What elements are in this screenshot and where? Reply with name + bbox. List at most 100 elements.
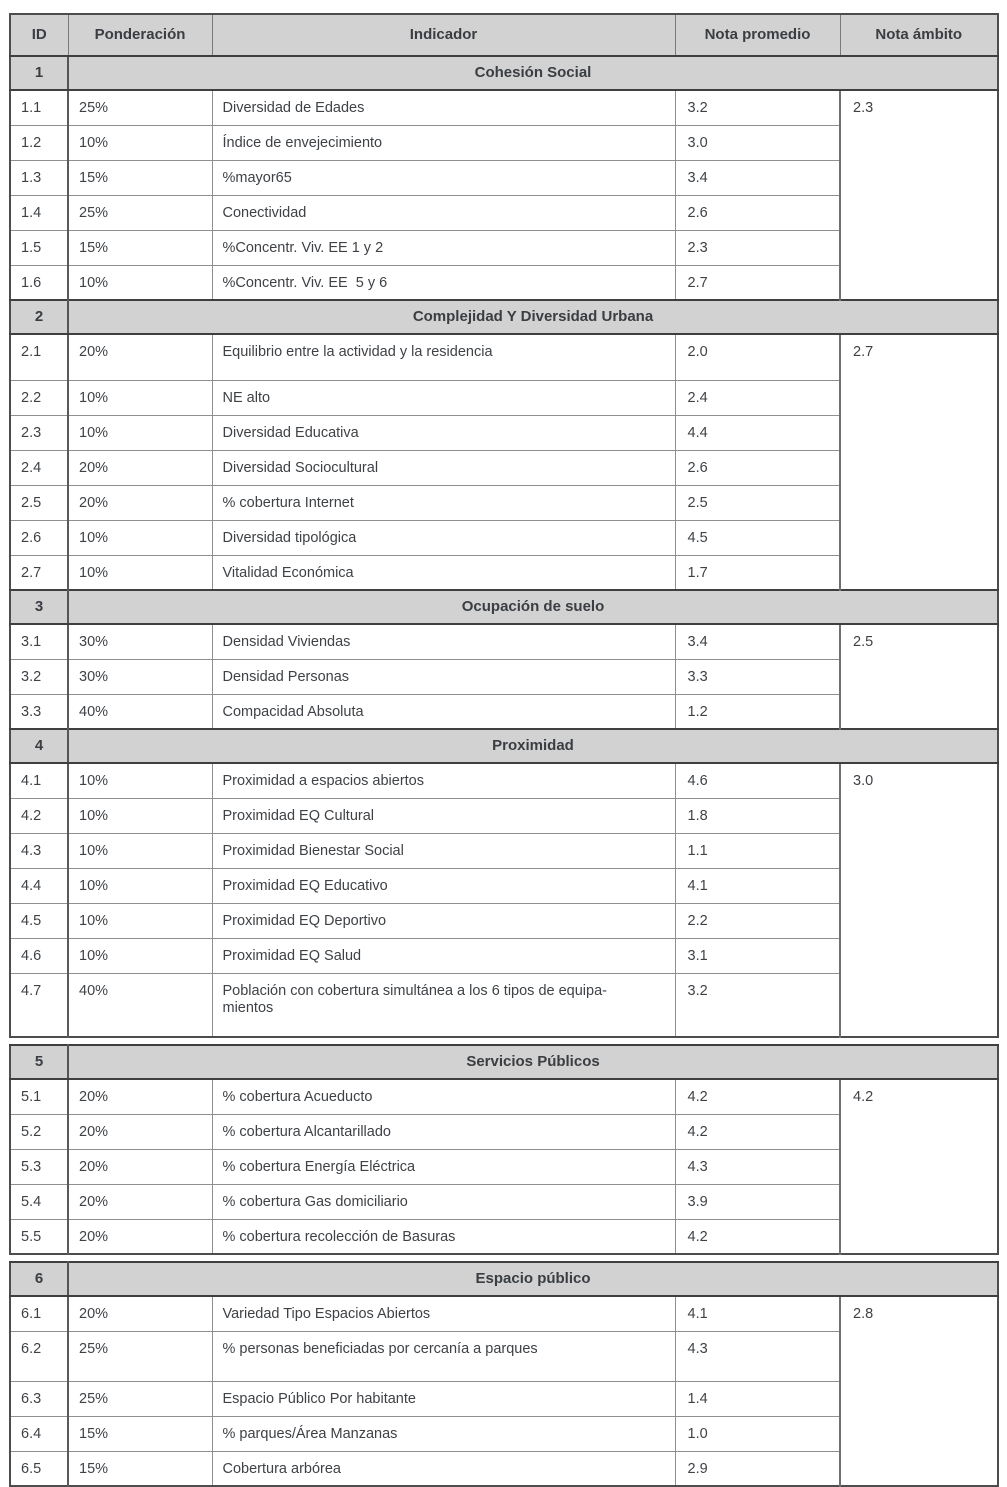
cell-ponderacion: 20% [67, 484, 213, 521]
section-header-row: 4 Proximidad [9, 728, 999, 764]
col-header-ponderacion: Ponderación [67, 13, 213, 57]
section-title: Espacio público [67, 1261, 999, 1297]
indicator-row: 1.5 15% %Concentr. Viv. EE 1 y 2 2.3 [9, 229, 998, 266]
cell-nota-ambito: 4.2 [838, 1078, 999, 1255]
cell-nota-promedio: 4.6 [674, 762, 841, 799]
table-body: 1 Cohesión Social 1.1 25% Diversidad de Edad… [9, 55, 999, 1038]
cell-id: 4.1 [9, 762, 69, 799]
cell-ponderacion: 10% [67, 379, 213, 416]
cell-nota-promedio: 2.5 [674, 484, 841, 521]
cell-nota-promedio: 4.2 [674, 1218, 841, 1255]
cell-indicador: % personas beneficiadas por cercanía a p… [211, 1330, 676, 1382]
indicator-row: 2.5 20%% cobertura Internet 2.5 [9, 484, 998, 521]
cell-id: 6.1 [9, 1295, 69, 1332]
cell-indicador: %mayor65 [211, 159, 676, 196]
header-row: ID Ponderación Indicador Nota promedio N… [9, 13, 999, 57]
cell-ponderacion: 20% [67, 1078, 213, 1115]
cell-ponderacion: 25% [67, 1380, 213, 1417]
table-header: ID Ponderación Indicador Nota promedio N… [9, 13, 999, 57]
cell-nota-promedio: 2.3 [674, 229, 841, 266]
cell-ponderacion: 15% [67, 1450, 213, 1487]
cell-nota-promedio: 3.1 [674, 937, 841, 974]
cell-indicador: Equilibrio entre la actividad y la resid… [211, 333, 676, 381]
cell-ponderacion: 15% [67, 159, 213, 196]
indicator-row: 2.2 10% NE alto 2.4 [9, 379, 998, 416]
indicator-row: 4.2 10% Proximidad EQ Cultural 1.8 [9, 797, 998, 834]
section-id: 1 [9, 55, 69, 91]
indicator-row: 5.2 20%% cobertura Alcantarillado 4.2 [9, 1113, 998, 1150]
cell-id: 2.5 [9, 484, 69, 521]
cell-nota-ambito: 2.7 [839, 333, 999, 591]
indicator-row: 1.3 15% %mayor65 3.4 [9, 159, 998, 196]
cell-indicador: % parques/Área Manzanas [211, 1415, 676, 1452]
section-header-row: 2 Complejidad Y Diversidad Urbana [9, 299, 999, 335]
indicator-row: 5.4 20%% cobertura Gas domiciliario 3.9 [9, 1183, 998, 1220]
cell-nota-promedio: 3.2 [674, 972, 841, 1038]
section-header-row: 5 Servicios Públicos [9, 1044, 999, 1080]
cell-ponderacion: 10% [67, 867, 213, 904]
indicator-row: 5.3 20%% cobertura Energía Eléctrica 4.3 [9, 1148, 998, 1185]
table-body: 6 Espacio público 6.1 20% Variedad Tipo Espa… [9, 1261, 999, 1487]
cell-nota-promedio: 1.7 [674, 554, 841, 591]
cell-nota-promedio: 4.1 [674, 1295, 841, 1332]
cell-nota-promedio: 2.4 [674, 379, 841, 416]
cell-ponderacion: 10% [67, 554, 213, 591]
cell-ponderacion: 20% [67, 1218, 213, 1255]
cell-ponderacion: 25% [67, 89, 213, 126]
indicator-row: 4.4 10% Proximidad EQ Educativo 4.1 [9, 867, 998, 904]
cell-ponderacion: 10% [67, 797, 213, 834]
indicator-row: 4.7 40% Población con cobertura simultánea… [9, 972, 998, 1038]
indicator-row: 2.3 10% Diversidad Educativa 4.4 [9, 414, 998, 451]
indicator-row: 4.1 10% Proximidad a espacios abiertos 4.6 3… [9, 762, 999, 1038]
cell-indicador: Proximidad EQ Educativo [211, 867, 676, 904]
cell-ponderacion: 20% [67, 1148, 213, 1185]
cell-ponderacion: 20% [67, 1295, 213, 1332]
cell-id: 2.7 [9, 554, 69, 591]
cell-nota-promedio: 1.1 [674, 832, 841, 869]
cell-id: 4.5 [9, 902, 69, 939]
section-title: Servicios Públicos [67, 1044, 999, 1080]
cell-nota-promedio: 1.2 [674, 693, 841, 730]
cell-id: 4.4 [9, 867, 69, 904]
cell-id: 1.4 [9, 194, 69, 231]
cell-indicador: Diversidad tipológica [211, 519, 676, 556]
cell-indicador: Índice de envejecimiento [211, 124, 676, 161]
cell-indicador: %Concentr. Viv. EE 1 y 2 [211, 229, 676, 266]
cell-id: 4.7 [9, 972, 69, 1038]
cell-nota-promedio: 4.2 [674, 1078, 841, 1115]
indicator-row: 2.7 10% Vitalidad Económica 1.7 [9, 554, 998, 591]
cell-id: 2.4 [9, 449, 69, 486]
indicator-row: 1.1 25% Diversidad de Edades 3.2 2.3 [9, 89, 999, 301]
section-title: Ocupación de suelo [67, 589, 999, 625]
cell-nota-promedio: 4.4 [674, 414, 841, 451]
cell-ponderacion: 10% [67, 124, 213, 161]
cell-indicador: Cobertura arbórea [211, 1450, 676, 1487]
cell-nota-promedio: 1.8 [674, 797, 841, 834]
cell-indicador: Espacio Público Por habitante [211, 1380, 676, 1417]
indicator-row: 1.6 10% %Concentr. Viv. EE 5 y 6 2.7 [9, 264, 998, 301]
cell-nota-promedio: 2.6 [674, 449, 841, 486]
cell-nota-promedio: 2.0 [674, 333, 841, 381]
indicator-row: 3.2 30% Densidad Personas 3.3 [9, 658, 998, 695]
cell-indicador: Proximidad EQ Cultural [211, 797, 676, 834]
cell-nota-ambito: 2.8 [838, 1295, 999, 1487]
table-body: 5 Servicios Públicos 5.1 20%% cobertura Acu… [9, 1044, 999, 1255]
indicator-row: 6.3 25% Espacio Público Por habitante 1.4 [9, 1380, 998, 1417]
cell-id: 3.2 [9, 658, 69, 695]
cell-ponderacion: 25% [67, 1330, 213, 1382]
indicator-row: 5.1 20%% cobertura Acueducto 4.2 4.2 [9, 1078, 999, 1255]
cell-ponderacion: 15% [67, 1415, 213, 1452]
cell-indicador: Vitalidad Económica [211, 554, 676, 591]
cell-nota-promedio: 4.5 [674, 519, 841, 556]
indicator-row: 4.3 10% Proximidad Bienestar Social 1.1 [9, 832, 998, 869]
cell-nota-promedio: 2.2 [674, 902, 841, 939]
section-title: Cohesión Social [67, 55, 999, 91]
cell-nota-promedio: 3.2 [674, 89, 841, 126]
cell-id: 4.2 [9, 797, 69, 834]
cell-nota-promedio: 4.3 [674, 1148, 841, 1185]
cell-nota-promedio: 1.4 [674, 1380, 841, 1417]
cell-id: 3.1 [9, 623, 69, 660]
cell-ponderacion: 10% [67, 519, 213, 556]
cell-indicador: Población con cobertura simultánea a los… [211, 972, 676, 1038]
